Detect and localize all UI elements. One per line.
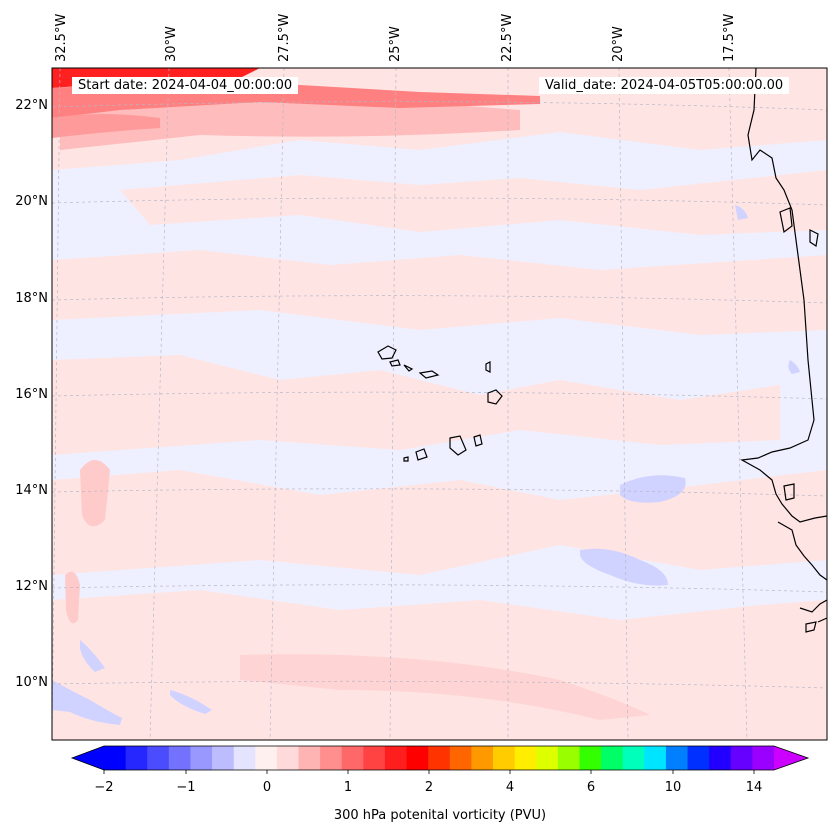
colorbar-segment — [644, 746, 667, 770]
colorbar-segment — [622, 746, 645, 770]
colorbar-extend-max — [774, 746, 808, 770]
colorbar-segment — [255, 746, 278, 770]
valid-date-text: Valid_date: 2024-04-05T05:00:00.00 — [539, 77, 790, 94]
colorbar-segment — [557, 746, 580, 770]
colorbar-segment — [709, 746, 732, 770]
lon-label: 22.5°W — [500, 13, 515, 62]
colorbar-tick-label: 4 — [505, 780, 515, 795]
colorbar-segment — [384, 746, 408, 770]
colorbar-segment — [406, 746, 429, 770]
lat-label: 20°N — [15, 194, 48, 209]
colorbar-segment — [363, 746, 386, 770]
colorbar-tick-label: 0 — [262, 780, 272, 795]
lat-label: 10°N — [15, 675, 48, 690]
lat-label: 14°N — [15, 483, 48, 498]
lon-label: 27.5°W — [277, 13, 292, 62]
colorbar-tick-label: 2 — [424, 780, 434, 795]
colorbar-tick-label: −1 — [176, 780, 196, 795]
colorbar-segment — [104, 746, 127, 770]
colorbar-segment — [147, 746, 170, 770]
colorbar-segment — [730, 746, 753, 770]
colorbar-segment — [536, 746, 559, 770]
colorbar-segment — [752, 746, 775, 770]
colorbar-title: 300 hPa potenital vorticity (PVU) — [333, 808, 547, 823]
colorbar-segment — [320, 746, 343, 770]
colorbar-extend-min — [72, 746, 104, 770]
lon-label: 25°W — [388, 26, 403, 62]
colorbar-tick-label: −2 — [94, 780, 114, 795]
colorbar-segment — [449, 746, 472, 770]
pv-positive-patches — [52, 68, 827, 740]
graticule — [51, 67, 828, 741]
colorbar-segment — [428, 746, 451, 770]
colorbar-tick-label: 6 — [586, 780, 596, 795]
colorbar-segment — [471, 746, 494, 770]
lat-label: 12°N — [15, 579, 48, 594]
colorbar-tick-label: 14 — [745, 780, 763, 795]
colorbar-segment — [665, 746, 689, 770]
colorbar-segment — [190, 746, 213, 770]
lon-label: 17.5°W — [722, 13, 737, 62]
map-frame — [51, 67, 828, 741]
cape-verde-islands — [377, 345, 503, 462]
colorbar-segment — [687, 746, 710, 770]
pv-negative-patches — [52, 205, 800, 725]
colorbar-segment — [601, 746, 624, 770]
colorbar-segment — [341, 746, 364, 770]
lat-label: 18°N — [15, 291, 48, 306]
colorbar-segment — [168, 746, 191, 770]
colorbar-tick-label: 1 — [343, 780, 353, 795]
colorbar-segment — [493, 746, 516, 770]
colorbar-segment — [298, 746, 321, 770]
colorbar-segment — [233, 746, 256, 770]
colorbar-segment — [514, 746, 537, 770]
colorbar-tick-label: 10 — [664, 780, 682, 795]
colorbar-segment — [579, 746, 602, 770]
start-date-text: Start date: 2024-04-04_00:00:00 — [72, 77, 299, 94]
colorbar-segment — [125, 746, 148, 770]
lat-label: 22°N — [15, 98, 48, 113]
lon-label: 30°W — [164, 26, 179, 62]
lon-label: 32.5°W — [54, 13, 69, 62]
lat-label: 16°N — [15, 387, 48, 402]
lon-label: 20°W — [611, 26, 626, 62]
colorbar — [70, 745, 810, 774]
colorbar-segment — [212, 746, 235, 770]
african-coastline — [740, 67, 828, 633]
colorbar-segment — [276, 746, 300, 770]
